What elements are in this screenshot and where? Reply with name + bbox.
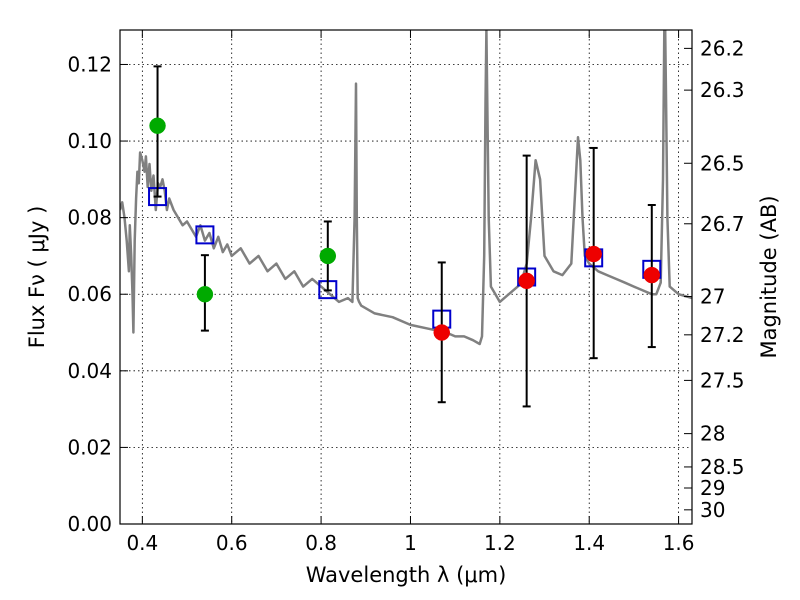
y-tick-label: 0.04	[67, 359, 112, 383]
y-tick-label: 0.02	[67, 435, 112, 459]
y-tick-label: 0.06	[67, 282, 112, 306]
x-tick-label: 1.4	[573, 531, 605, 555]
y-tick-label: 0.00	[67, 512, 112, 536]
data-series	[120, 30, 692, 408]
y-tick-label: 0.08	[67, 206, 112, 230]
y-axis-label: Flux Fν ( μJy )	[25, 206, 49, 349]
axis-ticks: 0.4 0.6 0.8 1 1.2 1.4 1.6 0.00 0.02 0.04 0.06 0.08 0…	[67, 30, 745, 555]
magnitude-tick-label: 26.2	[700, 36, 745, 60]
magnitude-tick-label: 30	[700, 498, 725, 522]
magnitude-tick-label: 26.7	[700, 212, 745, 236]
x-tick-label: 0.6	[216, 531, 248, 555]
magnitude-tick-label: 28.5	[700, 455, 745, 479]
x-tick-label: 0.4	[126, 531, 158, 555]
x-tick-label: 1	[404, 531, 417, 555]
x-axis-label: Wavelength λ (μm)	[306, 563, 507, 587]
x-tick-label: 1.6	[663, 531, 695, 555]
model-spectrum-line	[120, 30, 692, 346]
magnitude-tick-label: 27	[700, 285, 725, 309]
x-tick-label: 1.2	[484, 531, 516, 555]
y-tick-label: 0.10	[67, 129, 112, 153]
observed_hst_nir-point	[518, 272, 535, 290]
observed_hst_optical-point	[149, 117, 166, 134]
observed_hst_nir-point	[643, 266, 661, 284]
plot-frame	[119, 29, 693, 525]
x-tick-label: 0.8	[305, 531, 337, 555]
magnitude-axis-label: Magnitude (AB)	[757, 195, 781, 358]
magnitude-tick-label: 29	[700, 476, 725, 500]
magnitude-tick-label: 26.3	[700, 78, 745, 102]
plot-area	[120, 30, 692, 408]
magnitude-tick-label: 27.2	[700, 323, 745, 347]
y-tick-label: 0.12	[67, 52, 112, 76]
magnitude-tick-label: 26.5	[700, 151, 745, 175]
observed_hst_nir-point	[585, 245, 602, 263]
magnitude-tick-label: 28	[700, 422, 725, 446]
magnitude-tick-label: 27.5	[700, 368, 745, 392]
observed_hst_optical-point	[319, 247, 337, 265]
model-photometry-square	[195, 225, 215, 245]
observed_hst_nir-point	[433, 324, 450, 341]
observed_hst_optical-point	[196, 285, 214, 303]
